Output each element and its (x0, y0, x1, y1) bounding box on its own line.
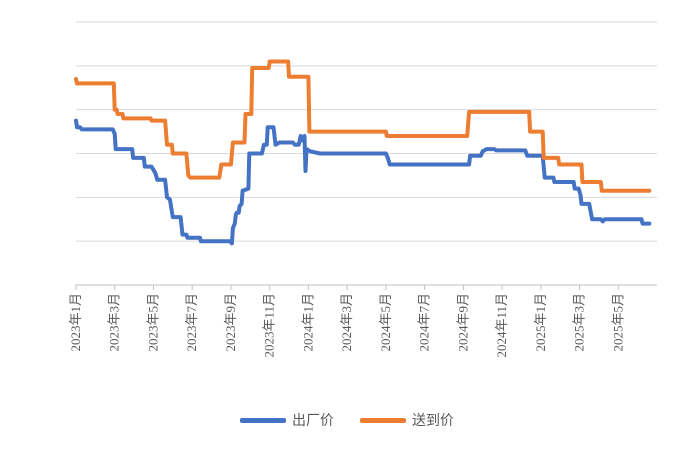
x-tick-label-11: 2024年11月 (494, 293, 509, 358)
x-tick-label-5: 2023年11月 (262, 293, 277, 358)
legend-swatch-series-2 (360, 417, 406, 423)
x-axis (75, 284, 657, 290)
legend-swatch-series-1 (240, 417, 286, 423)
x-tick-label-3: 2023年7月 (184, 293, 199, 352)
x-tick-label-4: 2023年9月 (223, 293, 238, 352)
line-chart: 2023年1月 2023年3月 2023年5月 2023年7月 2023年9月 2023年… (68, 21, 657, 358)
legend-item-series-1: 出厂价 (240, 410, 334, 430)
legend-item-series-2: 送到价 (360, 410, 454, 430)
x-tick-label-7: 2024年3月 (339, 293, 354, 352)
x-tick-label-0: 2023年1月 (68, 293, 83, 352)
x-tick-label-12: 2025年1月 (533, 293, 548, 352)
legend: 出厂价 送到价 (0, 410, 694, 430)
legend-label-series-2: 送到价 (412, 413, 454, 429)
x-tick-label-14: 2025年5月 (610, 293, 625, 352)
series-line-2 (74, 59, 652, 193)
series-lines (74, 59, 652, 246)
x-tick-label-1: 2023年3月 (107, 293, 122, 352)
x-tick-label-8: 2024年5月 (378, 293, 393, 352)
x-tick-label-6: 2024年1月 (300, 293, 315, 352)
x-tick-label-2: 2023年5月 (145, 293, 160, 352)
x-tick-label-10: 2024年9月 (455, 293, 470, 352)
legend-label-series-1: 出厂价 (292, 413, 334, 429)
x-tick-labels: 2023年1月 2023年3月 2023年5月 2023年7月 2023年9月 2023年… (68, 293, 625, 358)
x-tick-label-13: 2025年3月 (572, 293, 587, 352)
series-line-1 (74, 118, 652, 246)
x-tick-label-9: 2024年7月 (417, 293, 432, 352)
